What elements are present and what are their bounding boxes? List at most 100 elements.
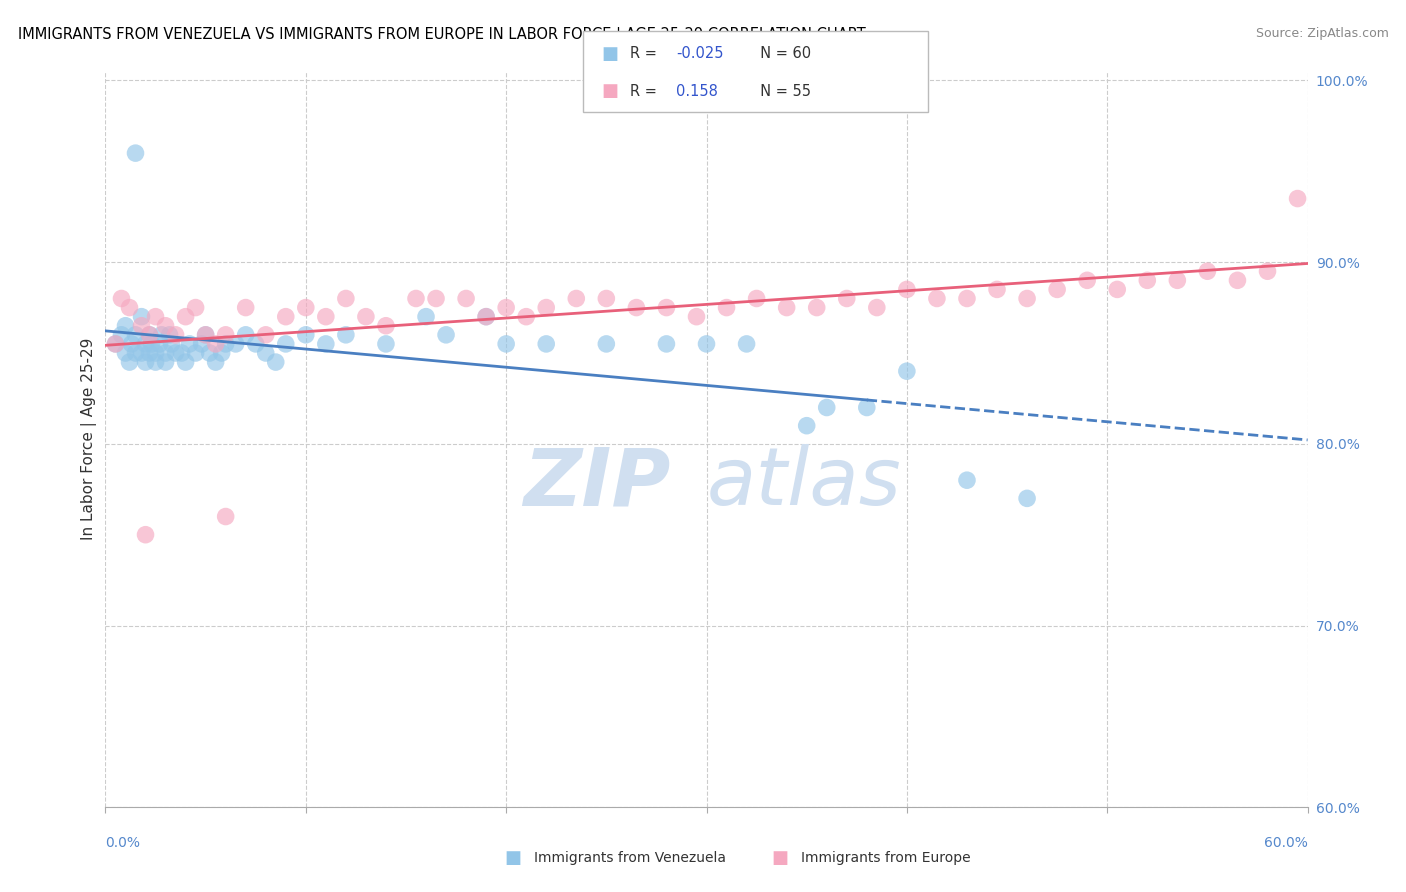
Point xyxy=(131,346,153,360)
Point xyxy=(135,337,157,351)
Point xyxy=(835,292,858,306)
Point xyxy=(776,301,799,315)
Point xyxy=(655,337,678,351)
Point xyxy=(1017,491,1039,506)
Point xyxy=(124,346,146,360)
Point xyxy=(165,327,187,342)
Point xyxy=(925,292,948,306)
Text: N = 55: N = 55 xyxy=(751,84,811,99)
Point xyxy=(118,355,141,369)
Point xyxy=(374,318,398,333)
Point xyxy=(626,301,648,315)
Point xyxy=(155,346,177,360)
Point xyxy=(124,146,146,161)
Point xyxy=(135,527,157,541)
Point xyxy=(495,301,517,315)
Point xyxy=(1226,273,1249,287)
Point xyxy=(1197,264,1219,278)
Point xyxy=(165,346,187,360)
Point xyxy=(1166,273,1188,287)
Point xyxy=(150,327,173,342)
Point xyxy=(141,337,163,351)
Point xyxy=(685,310,707,324)
Point xyxy=(425,292,447,306)
Text: ■: ■ xyxy=(505,849,522,867)
Point xyxy=(155,318,177,333)
Point xyxy=(735,337,758,351)
Point xyxy=(145,346,167,360)
Point xyxy=(716,301,738,315)
Point xyxy=(174,310,197,324)
Text: Immigrants from Europe: Immigrants from Europe xyxy=(801,851,972,865)
Point xyxy=(1046,282,1069,296)
Point xyxy=(104,337,127,351)
Text: -0.025: -0.025 xyxy=(676,46,724,62)
Point xyxy=(595,292,617,306)
Point xyxy=(335,292,357,306)
Point xyxy=(315,310,337,324)
Point xyxy=(138,346,160,360)
Point xyxy=(204,355,226,369)
Point xyxy=(1136,273,1159,287)
Point xyxy=(745,292,768,306)
Point xyxy=(896,364,918,378)
Text: Source: ZipAtlas.com: Source: ZipAtlas.com xyxy=(1256,27,1389,40)
Text: 0.0%: 0.0% xyxy=(105,836,141,850)
Text: 0.158: 0.158 xyxy=(676,84,718,99)
Point xyxy=(148,337,170,351)
Text: atlas: atlas xyxy=(707,444,901,523)
Text: N = 60: N = 60 xyxy=(751,46,811,62)
Point xyxy=(124,327,146,342)
Point xyxy=(534,301,557,315)
Point xyxy=(214,509,236,524)
Point xyxy=(806,301,828,315)
Point xyxy=(986,282,1008,296)
Point xyxy=(295,301,318,315)
Point xyxy=(254,346,277,360)
Point xyxy=(121,337,143,351)
Point xyxy=(1017,292,1039,306)
Point xyxy=(405,292,427,306)
Point xyxy=(235,301,257,315)
Point xyxy=(274,310,297,324)
Point xyxy=(198,346,221,360)
Point xyxy=(204,337,226,351)
Point xyxy=(595,337,617,351)
Point xyxy=(515,310,537,324)
Point xyxy=(434,327,457,342)
Point xyxy=(565,292,588,306)
Point xyxy=(855,401,877,415)
Point xyxy=(796,418,818,433)
Point xyxy=(235,327,257,342)
Point xyxy=(295,327,318,342)
Point xyxy=(138,327,160,342)
Text: R =: R = xyxy=(630,84,661,99)
Point xyxy=(475,310,498,324)
Point xyxy=(335,327,357,342)
Point xyxy=(1076,273,1098,287)
Point xyxy=(956,292,979,306)
Text: ■: ■ xyxy=(772,849,789,867)
Point xyxy=(104,337,127,351)
Point xyxy=(454,292,477,306)
Point xyxy=(956,473,979,487)
Point xyxy=(475,310,498,324)
Point xyxy=(110,327,132,342)
Text: ■: ■ xyxy=(602,45,619,62)
Point xyxy=(179,337,201,351)
Point xyxy=(254,327,277,342)
Point xyxy=(1257,264,1279,278)
Point xyxy=(194,327,217,342)
Point xyxy=(534,337,557,351)
Text: 60.0%: 60.0% xyxy=(1264,836,1308,850)
Point xyxy=(131,310,153,324)
Text: Immigrants from Venezuela: Immigrants from Venezuela xyxy=(534,851,727,865)
Point xyxy=(225,337,247,351)
Point xyxy=(190,337,212,351)
Point xyxy=(155,355,177,369)
Y-axis label: In Labor Force | Age 25-29: In Labor Force | Age 25-29 xyxy=(82,338,97,541)
Point xyxy=(211,346,233,360)
Point xyxy=(1107,282,1129,296)
Point xyxy=(1286,192,1309,206)
Point xyxy=(214,327,236,342)
